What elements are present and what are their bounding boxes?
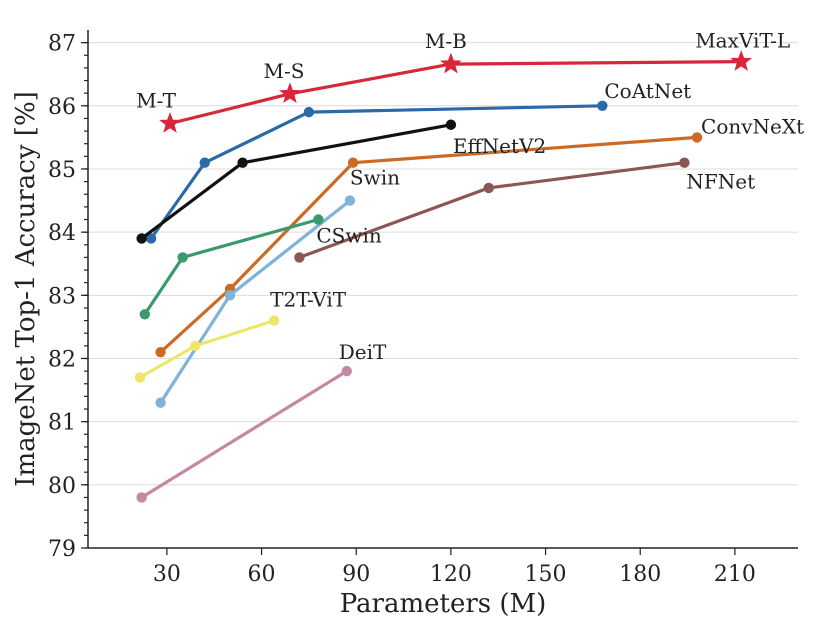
data-point-effnetv2-0 [136,233,147,244]
y-tick-label-81: 81 [48,411,76,436]
series-t2t-vit [134,315,280,383]
data-point-effnetv2-1 [237,157,248,168]
x-axis-title: Parameters (M) [340,589,547,619]
x-tick-label-60: 60 [248,562,276,587]
data-point-nfnet-0 [294,252,305,263]
grid-layer [88,42,798,486]
star-point-maxvit-3 [730,50,753,71]
y-tick-label-80: 80 [48,474,76,499]
data-point-t2t-vit-1 [190,340,201,352]
series-effnetv2 [136,119,457,244]
x-tick-label-90: 90 [342,562,370,587]
y-axis-title: ImageNet Top-1 Accuracy [%] [11,91,41,487]
series-layer [134,50,753,503]
series-line-coatnet [149,104,603,240]
data-point-convnext-2 [347,157,359,168]
star-point-maxvit-1 [279,82,301,104]
series-cswin [139,214,324,320]
maxvit-point-label-m-s: M-S [263,59,304,83]
series-label-cswin: CSwin [316,224,382,248]
data-point-convnext-3 [691,132,703,143]
data-point-convnext-0 [155,346,166,358]
data-point-t2t-vit-0 [134,372,146,383]
data-point-nfnet-1 [483,182,494,194]
series-maxvit [159,50,753,133]
data-point-coatnet-2 [303,106,315,118]
star-point-maxvit-2 [440,52,462,74]
series-label-deit: DeiT [339,340,387,364]
data-point-swin-2 [344,195,356,206]
maxvit-point-label-m-b: M-B [425,29,467,53]
axes-layer [87,30,798,549]
data-point-cswin-2 [313,214,324,225]
y-tick-label-82: 82 [48,347,76,372]
star-point-maxvit-0 [159,112,181,133]
series-nfnet [294,157,690,263]
series-label-swin: Swin [350,166,400,190]
y-tick-label-87: 87 [48,32,76,57]
x-tick-label-30: 30 [153,562,181,587]
data-point-nfnet-2 [679,157,690,168]
data-point-swin-0 [155,397,166,408]
data-point-coatnet-1 [199,157,210,168]
series-label-t2t-vit: T2T-ViT [270,288,347,312]
maxvit-point-label-m-t: M-T [136,88,177,112]
data-point-coatnet-3 [597,100,608,112]
series-label-convnext: ConvNeXt [701,114,804,138]
series-label-effnetv2: EffNetV2 [453,134,546,158]
series-swin [155,195,356,408]
data-point-coatnet-0 [145,233,157,244]
data-point-swin-1 [224,290,236,301]
data-point-t2t-vit-2 [268,315,280,326]
series-coatnet [145,100,608,244]
data-point-cswin-0 [139,309,150,320]
series-label-maxvit-l: MaxViT-L [695,29,790,53]
ticks-layer: 79 80 81 82 83 84 85 86 87 30 60 90 120 150 180 210 [48,32,756,587]
x-tick-label-180: 180 [619,562,661,587]
y-tick-label-83: 83 [48,284,76,309]
series-label-coatnet: CoAtNet [604,79,691,103]
y-tick-label-86: 86 [48,95,76,120]
series-line-convnext [159,135,698,354]
y-tick-label-85: 85 [48,158,76,183]
data-point-deit-1 [341,365,352,377]
series-line-maxvit [169,60,742,126]
x-tick-label-150: 150 [525,562,567,587]
x-tick-label-120: 120 [430,562,472,587]
x-tick-label-210: 210 [714,562,756,587]
data-point-deit-0 [136,492,147,503]
data-point-cswin-1 [177,252,188,263]
y-tick-label-84: 84 [48,221,76,246]
labels-layer: M-T M-S M-B MaxViT-L CoAtNet EffNetV2 ConvNeXt… [136,29,804,365]
series-deit [136,365,352,503]
series-label-nfnet: NFNet [686,170,755,194]
data-point-effnetv2-2 [445,119,457,130]
series-line-deit [140,369,348,499]
y-tick-label-79: 79 [48,537,76,562]
